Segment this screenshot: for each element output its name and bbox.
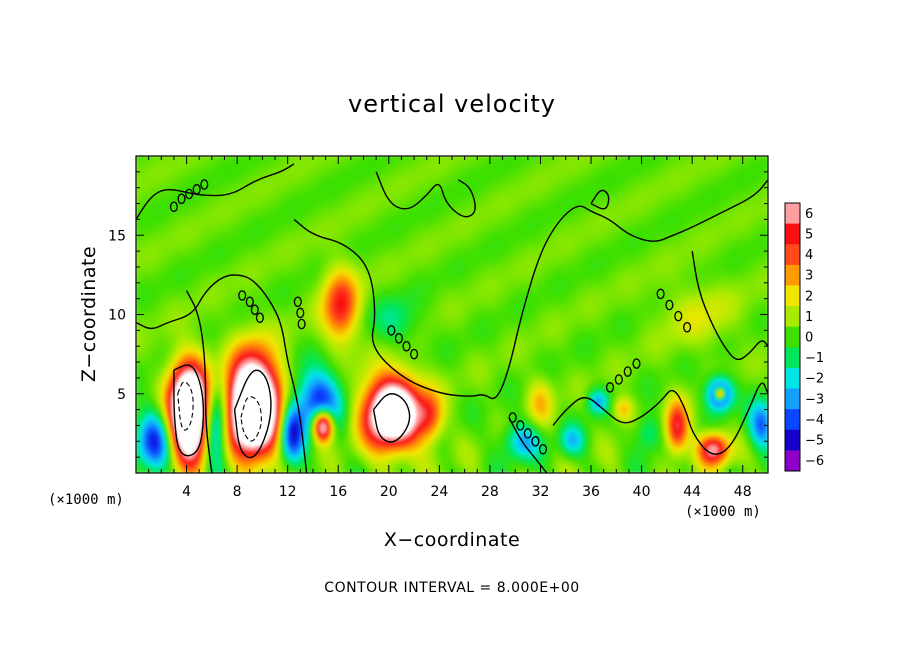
chart-title: vertical velocity [348, 90, 556, 118]
colorbar-label: −6 [805, 454, 824, 469]
x-tick-label: 28 [481, 484, 499, 500]
contour-loop [665, 299, 674, 311]
colorbar-swatch [785, 264, 800, 286]
colorbar-label: 3 [805, 269, 813, 284]
colorbar-label: −4 [805, 413, 824, 428]
x-tick-label: 20 [380, 484, 398, 500]
x-unit-left: (×1000 m) [48, 492, 124, 508]
contour-loop [605, 382, 615, 393]
colorbar-swatch [785, 347, 800, 369]
colorbar: 6 5 4 3 2 1 0 −1 −2 −3 −4 −5 −6 [784, 202, 824, 472]
colorbar-frame [784, 202, 801, 472]
contour-loop [192, 184, 201, 195]
colorbar-swatch [785, 367, 800, 389]
x-tick-label: 12 [279, 484, 297, 500]
x-tick-label: 44 [683, 484, 701, 500]
contour-loop [683, 321, 692, 333]
colorbar-label: 6 [805, 207, 813, 222]
contour-lines [136, 163, 768, 473]
contour-loop [177, 193, 186, 205]
contour-loop [402, 340, 411, 352]
contour-loop [297, 318, 306, 330]
colorbar-label: −1 [805, 351, 824, 366]
contour-loop [200, 179, 209, 190]
contour-loop [656, 288, 665, 300]
colorbar-label: 5 [805, 227, 813, 242]
colorbar-swatch [785, 203, 800, 225]
contour-loop [508, 412, 517, 423]
colorbar-swatch [785, 306, 800, 328]
contour-loop [250, 304, 259, 315]
x-tick-label: 36 [582, 484, 600, 500]
contour-loop [169, 201, 178, 212]
contour-loop [531, 436, 540, 447]
colorbar-label: 0 [805, 331, 813, 346]
contour-loop [394, 333, 403, 344]
contour-loop [614, 374, 623, 385]
colorbar-swatch [785, 223, 800, 245]
colorbar-label: 1 [805, 310, 813, 325]
y-tick-label: 5 [117, 387, 126, 403]
velocity-field [136, 156, 768, 473]
plot-area [136, 156, 768, 473]
contour-loop [185, 188, 194, 200]
contour-loop [674, 310, 683, 322]
x-tick-label: 48 [734, 484, 752, 500]
contour-loop [410, 348, 419, 360]
contour-line [372, 393, 411, 443]
contour-loop [632, 358, 641, 369]
colorbar-swatch [785, 285, 800, 307]
x-axis-label: X−coordinate [384, 529, 520, 551]
contour-line [552, 382, 768, 455]
colorbar-swatch [785, 326, 800, 348]
contour-line [590, 189, 610, 210]
y-tick-label: 10 [108, 308, 126, 324]
contour-loop [245, 296, 254, 308]
colorbar-label: −5 [805, 434, 824, 449]
contour-loop [296, 307, 305, 319]
contour-line [233, 369, 272, 459]
contour-loop [523, 428, 532, 439]
x-tick-label: 8 [233, 484, 242, 500]
colorbar-label: 4 [805, 248, 813, 263]
colorbar-swatch [785, 388, 800, 410]
contour-line [691, 250, 768, 361]
contour-line [136, 274, 308, 473]
contour-loop [387, 325, 396, 336]
contour-loop [238, 290, 247, 301]
colorbar-swatch [785, 429, 800, 451]
contour-line [136, 163, 295, 220]
x-tick-label: 40 [633, 484, 651, 500]
x-tick-label: 32 [532, 484, 550, 500]
x-tick-label: 4 [182, 484, 191, 500]
contour-line [293, 179, 768, 400]
contour-loop [255, 312, 264, 323]
colorbar-swatch [785, 244, 800, 266]
contour-loop [623, 366, 632, 377]
contour-interval-note: CONTOUR INTERVAL = 8.000E+00 [324, 580, 579, 596]
colorbar-label: 2 [805, 289, 813, 304]
contour-loop [538, 443, 548, 455]
contour-loop [293, 296, 302, 308]
x-tick-label: 24 [430, 484, 448, 500]
contour-loop [516, 420, 525, 431]
x-tick-label: 16 [329, 484, 347, 500]
x-unit-right: (×1000 m) [685, 504, 761, 520]
contour-line-negative [240, 396, 262, 442]
colorbar-label: −2 [805, 372, 824, 387]
contour-line-negative [177, 381, 194, 431]
contour-line [375, 171, 476, 218]
contour-line [185, 290, 213, 473]
colorbar-swatch [785, 450, 800, 472]
colorbar-label: −3 [805, 392, 824, 407]
colorbar-swatch [785, 409, 800, 431]
y-tick-label: 15 [108, 228, 126, 244]
x-axis: 4 8 12 16 20 24 28 32 36 40 44 48 [148, 156, 756, 500]
y-axis: 5 10 15 [108, 171, 768, 458]
y-axis-label: Z−coordinate [78, 246, 100, 382]
contour-line [173, 364, 205, 457]
